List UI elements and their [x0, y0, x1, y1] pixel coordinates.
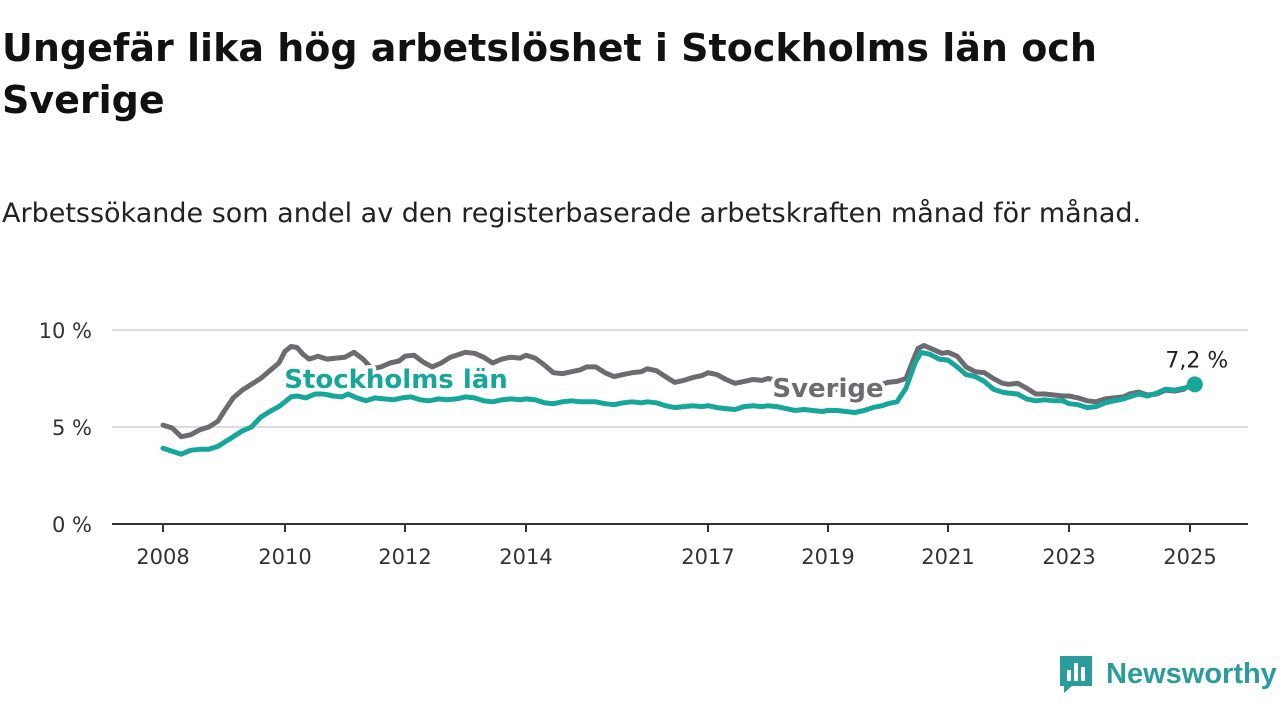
series-line-stockholms-l-n: [160, 349, 1198, 457]
x-tick-label: 2025: [1163, 545, 1216, 569]
x-tick-label: 2012: [378, 545, 431, 569]
y-tick-label: 0 %: [52, 513, 92, 537]
series-label-sverige: Sverige: [772, 374, 883, 404]
series-line-sverige: [160, 343, 1198, 440]
x-tick-label: 2008: [136, 545, 189, 569]
chart-subtitle: Arbetssökande som andel av den registerb…: [2, 198, 1142, 229]
x-tick-label: 2023: [1042, 545, 1095, 569]
series-layer: [160, 343, 1198, 457]
x-tick-label: 2019: [801, 545, 854, 569]
x-tick-label: 2021: [921, 545, 974, 569]
x-tick-label: 2017: [681, 545, 734, 569]
brand-name: Newsworthy: [1106, 657, 1277, 690]
y-tick-label: 10 %: [39, 319, 92, 343]
x-tick-label: 2010: [258, 545, 311, 569]
y-tick-label: 5 %: [52, 416, 92, 440]
chart-title: Ungefär lika hög arbetslöshet i Stockhol…: [2, 26, 1097, 122]
series-label-stockholms-l-n: Stockholms län: [284, 365, 508, 395]
grid-layer: [112, 329, 1248, 428]
end-point-marker: [1186, 376, 1203, 393]
series-label-halo-sverige: Sverige: [772, 374, 883, 404]
series-label-halo-stockholms-l-n: Stockholms län: [284, 365, 508, 395]
brand: Newsworthy: [1058, 652, 1277, 696]
end-value-label: 7,2 %: [1165, 348, 1228, 373]
axis-layer: 0 % 5 % 10 % 2008 2010 2012 2014 2017 2019 2021 20…: [39, 319, 1248, 569]
newsworthy-logo-icon: [1060, 656, 1092, 693]
x-tick-label: 2014: [499, 545, 552, 569]
